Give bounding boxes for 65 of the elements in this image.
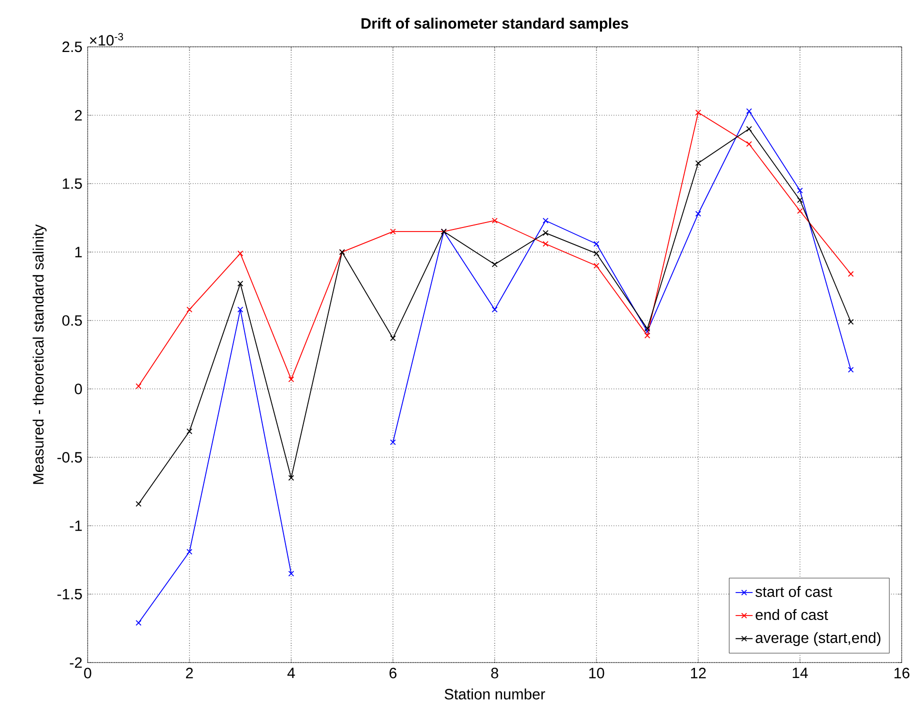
point (797, 196, 803, 203)
point (644, 332, 650, 338)
point (288, 570, 294, 576)
legend-label: end of cast (756, 608, 828, 620)
point (186, 306, 192, 312)
point (492, 261, 498, 268)
y-tick-label: 0.5 (62, 315, 82, 326)
x-tick-label: 6 (390, 668, 396, 678)
point (288, 376, 294, 382)
x-tick-label: 16 (894, 668, 910, 678)
point (797, 208, 803, 214)
point (848, 270, 854, 277)
point (390, 228, 396, 234)
point (542, 218, 548, 224)
chart-title: Drift of salinometer standard samples (362, 18, 628, 32)
x-tick-label: 0 (84, 668, 92, 678)
y-tick-label: 0 (74, 383, 82, 394)
point (594, 250, 600, 256)
point (288, 474, 294, 481)
y-tick-label: -0.5 (57, 452, 82, 462)
point (594, 262, 600, 269)
y-tick-label: -1.5 (57, 588, 82, 600)
point (136, 500, 142, 507)
point (390, 439, 396, 446)
point (695, 109, 702, 116)
x-tick-label: 4 (287, 668, 295, 678)
point (695, 160, 702, 166)
y-tick-label: -2 (70, 657, 82, 668)
y-tick-label: 1.5 (62, 178, 82, 189)
point (237, 280, 244, 286)
point (237, 250, 244, 256)
x-axis-title: Station number (444, 688, 546, 700)
point (542, 230, 548, 236)
point (695, 210, 702, 217)
point (644, 328, 650, 334)
point (390, 335, 396, 342)
point (594, 240, 600, 247)
legend-label: average (start,end) (756, 632, 880, 646)
y-tick-label: 1 (75, 246, 82, 258)
point (492, 306, 498, 312)
point (848, 318, 854, 325)
y-axis-title: Measured - theoretical standard salinity (32, 224, 47, 484)
legend-label: start of cast (755, 586, 832, 597)
point (136, 383, 142, 389)
point (136, 620, 142, 626)
point (848, 366, 854, 372)
point (797, 187, 803, 194)
x-tick-label: 10 (589, 668, 604, 678)
point (746, 126, 752, 132)
x-tick-label: 2 (186, 668, 193, 678)
point (492, 218, 498, 224)
point (746, 108, 752, 114)
y-tick-label: 2 (74, 110, 82, 120)
point (542, 240, 548, 247)
x-tick-label: 14 (792, 668, 808, 678)
point (186, 428, 192, 434)
x-tick-label: 12 (691, 668, 706, 678)
y-tick-label: -1 (70, 520, 82, 531)
text: ×10$^{-3}$ (90, 32, 124, 46)
x-tick-label: 8 (491, 668, 498, 678)
point (644, 326, 650, 332)
point (746, 140, 752, 147)
y-tick-label: 2.5 (62, 41, 82, 52)
point (237, 306, 244, 312)
point (186, 548, 192, 554)
